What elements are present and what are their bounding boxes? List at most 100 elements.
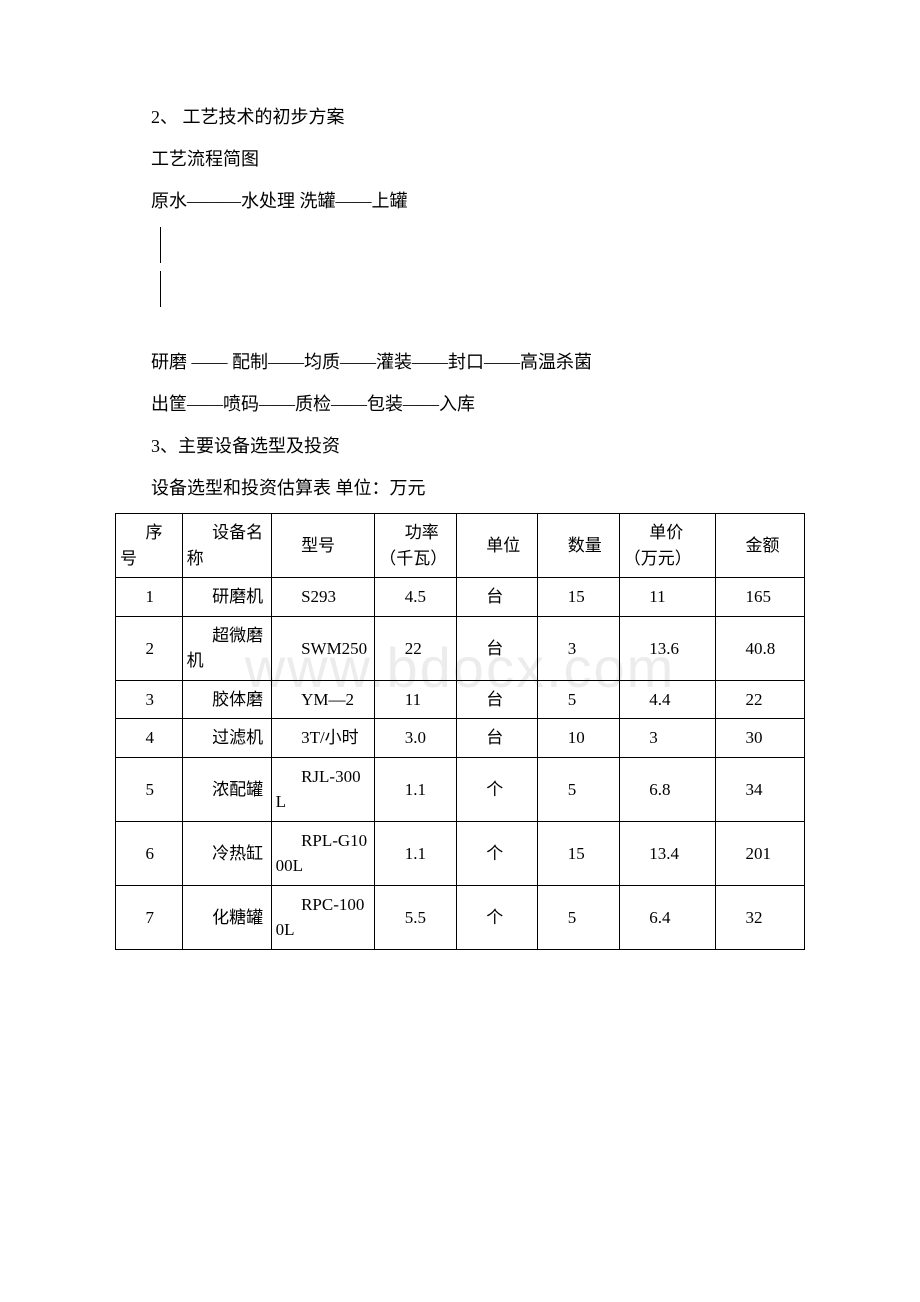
table-title: 设备选型和投资估算表 单位：万元 (115, 471, 805, 505)
table-cell: 5 (538, 885, 619, 949)
table-cell-text: RPL-G1000L (276, 828, 371, 879)
table-cell: 化糖罐 (182, 885, 271, 949)
table-cell-text: 个 (461, 777, 533, 803)
table-header-text: 单价（万元） (624, 520, 711, 571)
table-cell: 3 (538, 616, 619, 680)
table-cell-text: 1 (120, 584, 178, 610)
table-cell-text: 32 (720, 905, 800, 931)
table-cell-text: 台 (461, 725, 533, 751)
table-cell-text: 6.4 (624, 905, 711, 931)
table-cell: 胶体磨 (182, 680, 271, 719)
table-header-cell: 数量 (538, 514, 619, 578)
table-cell-text: 11 (624, 584, 711, 610)
flow-connector-2 (115, 271, 805, 309)
table-cell: 研磨机 (182, 578, 271, 617)
table-cell-text: 5 (120, 777, 178, 803)
table-cell-text: 过滤机 (187, 725, 267, 751)
flow-diagram-title: 工艺流程简图 (115, 142, 805, 176)
table-cell: 4.4 (619, 680, 715, 719)
table-cell: 3 (116, 680, 183, 719)
table-cell: 15 (538, 578, 619, 617)
table-header-text: 功率（千瓦） (379, 520, 451, 571)
table-cell: 1.1 (375, 757, 456, 821)
table-cell-text: 15 (542, 584, 614, 610)
table-cell: 台 (456, 578, 537, 617)
table-cell-text: 冷热缸 (187, 841, 267, 867)
table-cell-text: 4 (120, 725, 178, 751)
table-cell: 13.4 (619, 821, 715, 885)
table-cell: 34 (716, 757, 805, 821)
table-cell-text: 11 (379, 687, 451, 713)
table-cell: 过滤机 (182, 719, 271, 758)
table-cell-text: RJL-300L (276, 764, 371, 815)
table-cell-text: 40.8 (720, 636, 800, 662)
table-cell-text: 5.5 (379, 905, 451, 931)
table-cell: 个 (456, 885, 537, 949)
table-cell-text: 台 (461, 687, 533, 713)
table-cell-text: 165 (720, 584, 800, 610)
table-cell: 5 (538, 757, 619, 821)
table-cell: 6.4 (619, 885, 715, 949)
table-cell-text: 30 (720, 725, 800, 751)
table-cell: RJL-300L (271, 757, 375, 821)
table-cell-text: 13.4 (624, 841, 711, 867)
table-row: 7 化糖罐 RPC-1000L 5.5 个56.4 32 (116, 885, 805, 949)
table-cell-text: 34 (720, 777, 800, 803)
flow-connector-1 (115, 227, 805, 265)
table-cell-text: 6 (120, 841, 178, 867)
table-cell: 个 (456, 757, 537, 821)
table-cell: 4 (116, 719, 183, 758)
table-cell-text: 化糖罐 (187, 905, 267, 931)
table-cell: 165 (716, 578, 805, 617)
table-row: 2超微磨机SWM25022台313.640.8 (116, 616, 805, 680)
flow-line-1: 原水———水处理 洗罐——上罐 (115, 184, 805, 218)
table-cell-text: 1.1 (379, 841, 451, 867)
table-cell-text: 4.5 (379, 584, 451, 610)
table-cell: RPL-G1000L (271, 821, 375, 885)
table-cell-text: 22 (720, 687, 800, 713)
table-cell-text: 13.6 (624, 636, 711, 662)
table-header-text: 型号 (276, 533, 371, 559)
table-cell-text: 10 (542, 725, 614, 751)
table-cell-text: 3T/小时 (276, 725, 371, 751)
table-cell-text: S293 (276, 584, 371, 610)
table-cell-text: 3 (542, 636, 614, 662)
table-cell: 浓配罐 (182, 757, 271, 821)
table-cell-text: 研磨机 (187, 584, 267, 610)
table-header-cell: 功率（千瓦） (375, 514, 456, 578)
table-cell-text: 超微磨机 (187, 623, 267, 674)
table-cell: 30 (716, 719, 805, 758)
table-cell: 32 (716, 885, 805, 949)
table-cell-text: 1.1 (379, 777, 451, 803)
table-cell: 3.0 (375, 719, 456, 758)
spacing (115, 315, 805, 345)
table-cell: 15 (538, 821, 619, 885)
table-cell: 个 (456, 821, 537, 885)
table-cell: 4.5 (375, 578, 456, 617)
table-cell-text: 个 (461, 905, 533, 931)
table-header-cell: 序号 (116, 514, 183, 578)
table-cell: 40.8 (716, 616, 805, 680)
table-cell-text: 2 (120, 636, 178, 662)
table-cell: 5 (116, 757, 183, 821)
flow-line-2: 研磨 —— 配制——均质——灌装——封口——高温杀菌 (115, 345, 805, 379)
table-row: 1 研磨机 S293 4.5台15 11 165 (116, 578, 805, 617)
table-row: 6冷热缸RPL-G1000L1.1个1513.4201 (116, 821, 805, 885)
table-header-row: 序号设备名称型号功率（千瓦）单位数量单价（万元）金额 (116, 514, 805, 578)
table-cell-text: 个 (461, 841, 533, 867)
table-cell: 3T/小时 (271, 719, 375, 758)
document-body: 2、 工艺技术的初步方案 工艺流程简图 原水———水处理 洗罐——上罐 研磨 —… (115, 100, 805, 950)
table-cell-text: YM—2 (276, 687, 371, 713)
table-cell-text: 7 (120, 905, 178, 931)
table-cell: 超微磨机 (182, 616, 271, 680)
table-cell: SWM250 (271, 616, 375, 680)
table-cell-text: 台 (461, 636, 533, 662)
section-heading-3: 3、主要设备选型及投资 (115, 429, 805, 463)
table-row: 5浓配罐RJL-300L1.1个56.834 (116, 757, 805, 821)
table-cell: 台 (456, 680, 537, 719)
table-cell-text: RPC-1000L (276, 892, 371, 943)
table-row: 4过滤机3T/小时3.0台10330 (116, 719, 805, 758)
table-header-cell: 单位 (456, 514, 537, 578)
table-cell: 台 (456, 616, 537, 680)
table-cell: S293 (271, 578, 375, 617)
